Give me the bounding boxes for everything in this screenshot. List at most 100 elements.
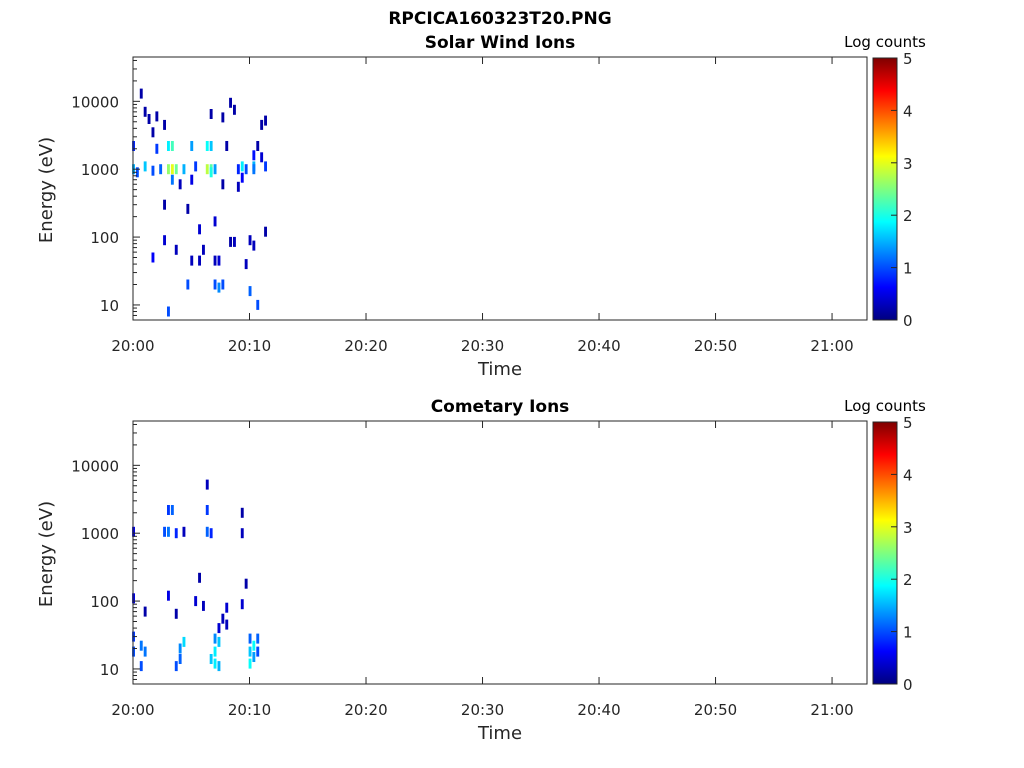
spectrogram-cell (213, 658, 217, 669)
spectrogram-cell (139, 88, 143, 99)
spectrogram-cell (139, 640, 143, 651)
spectrogram-cell (155, 111, 159, 122)
spectrogram-cell (221, 112, 225, 123)
spectrogram-cell (205, 164, 209, 175)
spectrogram-cell (182, 526, 186, 537)
x-tick-label: 20:10 (228, 701, 271, 719)
plot-frame (132, 420, 868, 685)
panel-title: Cometary Ions (431, 397, 570, 417)
panel-title: Solar Wind Ions (425, 33, 576, 53)
spectrogram-cell (252, 640, 256, 651)
spectrogram-cell (256, 646, 260, 657)
colorbar-tick-label: 2 (903, 207, 913, 225)
y-tick-label: 10000 (71, 457, 119, 475)
spectrogram-cell (236, 164, 240, 175)
spectrogram-cell (240, 172, 244, 183)
colorbar: Log counts 0 1 2 3 4 5 (844, 397, 926, 694)
spectrogram-cell (229, 97, 232, 108)
x-axis-label: Time (477, 359, 522, 380)
spectrogram-cell (213, 216, 217, 227)
spectrogram-cell (225, 619, 229, 630)
y-tick-label: 100 (90, 593, 119, 611)
y-tick-label: 100 (90, 229, 119, 247)
spectrogram-cell (225, 602, 229, 613)
spectrogram-cell (213, 646, 217, 657)
solar-wind-ions-panel: Solar Wind Ions 20:00 20:10 20:20 20:30 20:4… (36, 33, 926, 380)
colorbar-label: Log counts (844, 33, 926, 51)
y-axis: 10 100 1000 10000 (71, 423, 140, 685)
spectrogram-cell (194, 161, 198, 172)
spectrogram-cell (233, 236, 236, 247)
spectrogram-cell (132, 593, 135, 604)
spectrogram-cell (163, 526, 166, 537)
spectrogram-cell (213, 255, 217, 266)
spectrogram-cell (248, 646, 252, 657)
spectrogram-cell (248, 633, 252, 644)
spectrogram-cell (170, 174, 174, 185)
y-tick-label: 10 (100, 297, 119, 315)
spectrogram-cell (132, 646, 135, 657)
spectrogram-cell (167, 526, 170, 537)
figure-title: RPCICA160323T20.PNG (388, 9, 611, 29)
spectrogram-cell (174, 164, 178, 175)
colorbar-tick-label: 5 (903, 414, 913, 432)
spectrogram-cell (170, 505, 174, 515)
colorbar-tick-label: 4 (903, 466, 913, 484)
spectrogram-cell (240, 599, 244, 610)
spectrogram-cell (217, 661, 221, 672)
spectrogram-cell (244, 578, 248, 589)
spectrogram-cell (186, 203, 190, 214)
spectrogram-cell (244, 259, 248, 270)
spectrogram-cell (155, 143, 159, 154)
spectrogram-cell (221, 279, 225, 290)
x-axis: 20:00 20:10 20:20 20:30 20:40 20:50 21:00 (111, 421, 854, 719)
x-tick-label: 20:10 (228, 337, 271, 355)
spectrogram-cell (248, 286, 252, 297)
x-tick-label: 20:00 (111, 701, 154, 719)
spectrogram-cell (248, 658, 252, 669)
spectrogram-cell (205, 505, 209, 515)
x-tick-label: 20:40 (577, 701, 620, 719)
spectrogram-cell (217, 255, 221, 266)
spectrogram-cell (159, 164, 163, 175)
spectrogram-cell (190, 255, 194, 266)
spectrogram-cell (167, 505, 170, 515)
spectrogram-cell (135, 167, 139, 178)
spectrogram-cell (256, 633, 260, 644)
colorbar-tick-label: 1 (903, 260, 913, 278)
spectrogram-cell (198, 572, 201, 583)
colorbar-tick-label: 1 (903, 624, 913, 642)
spectrogram-cell (143, 106, 147, 117)
spectrogram-cell (167, 164, 170, 175)
colorbar-gradient (872, 57, 898, 321)
spectrogram-cell (205, 479, 209, 490)
spectrogram-cell (236, 181, 240, 192)
x-axis-label: Time (477, 723, 522, 744)
spectrogram-cell (209, 109, 213, 119)
spectrogram-cell (205, 526, 209, 537)
spectrogram-cell (139, 661, 143, 672)
spectrogram-cell (240, 507, 244, 518)
spectrogram-cell (186, 279, 190, 290)
spectrogram-cell (256, 299, 260, 310)
spectrogram-cell (151, 165, 155, 176)
spectrogram-cell (132, 526, 135, 537)
spectrogram-cell (202, 244, 205, 255)
spectrogram-cell (225, 141, 229, 151)
spectrogram-cell (229, 236, 232, 247)
colorbar-tick-label: 4 (903, 102, 913, 120)
x-tick-label: 20:30 (461, 701, 504, 719)
spectrogram-cell (240, 161, 244, 172)
x-tick-label: 20:50 (694, 337, 737, 355)
y-tick-label: 1000 (81, 161, 119, 179)
spectrogram-cell (217, 623, 221, 634)
spectrogram-cell (167, 141, 170, 151)
spectrogram-cell (167, 590, 170, 601)
spectrogram-cell (209, 528, 213, 539)
spectrogram-cell (143, 606, 147, 617)
spectrogram-cell (264, 115, 267, 126)
colorbar-tick-label: 2 (903, 571, 913, 589)
spectrogram-cell (178, 643, 182, 654)
colorbar-gradient (872, 421, 898, 685)
